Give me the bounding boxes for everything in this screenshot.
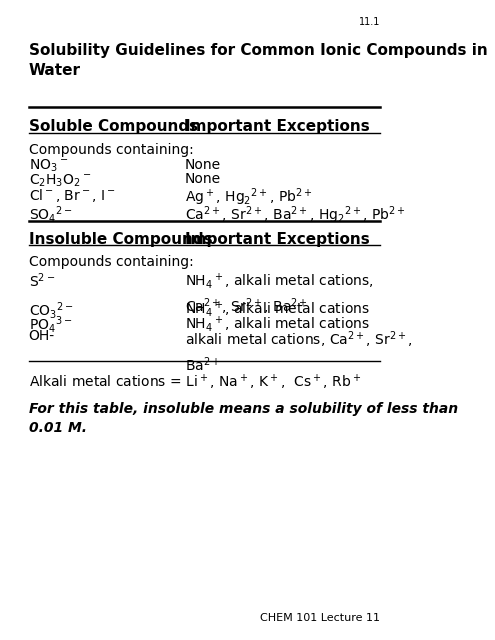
Text: Compounds containing:: Compounds containing: xyxy=(29,255,194,269)
Text: Important Exceptions: Important Exceptions xyxy=(185,119,370,134)
Text: None: None xyxy=(185,172,221,186)
Text: Solubility Guidelines for Common Ionic Compounds in
Water: Solubility Guidelines for Common Ionic C… xyxy=(29,43,488,77)
Text: Ca$^{2+}$, Sr$^{2+}$, Ba$^{2+}$, Hg$_2$$^{2+}$, Pb$^{2+}$: Ca$^{2+}$, Sr$^{2+}$, Ba$^{2+}$, Hg$_2$$… xyxy=(185,204,406,226)
Text: NH$_4$$^+$, alkali metal cations: NH$_4$$^+$, alkali metal cations xyxy=(185,314,370,334)
Text: Important Exceptions: Important Exceptions xyxy=(185,232,370,247)
Text: Alkali metal cations = Li$^+$, Na$^+$, K$^+$,  Cs$^+$, Rb$^+$: Alkali metal cations = Li$^+$, Na$^+$, K… xyxy=(29,372,361,392)
Text: Compounds containing:: Compounds containing: xyxy=(29,143,194,157)
Text: Soluble Compounds: Soluble Compounds xyxy=(29,119,198,134)
Text: NH$_4$$^+$, alkali metal cations: NH$_4$$^+$, alkali metal cations xyxy=(185,300,370,319)
Text: Ag$^+$, Hg$_2$$^{2+}$, Pb$^{2+}$: Ag$^+$, Hg$_2$$^{2+}$, Pb$^{2+}$ xyxy=(185,187,312,209)
Text: PO$_4$$^{3-}$: PO$_4$$^{3-}$ xyxy=(29,314,72,335)
Text: None: None xyxy=(185,157,221,172)
Text: C$_2$H$_3$O$_2$$^-$: C$_2$H$_3$O$_2$$^-$ xyxy=(29,172,91,189)
Text: 11.1: 11.1 xyxy=(358,17,380,28)
Text: CO$_3$$^{2-}$: CO$_3$$^{2-}$ xyxy=(29,300,73,321)
Text: alkali metal cations, Ca$^{2+}$, Sr$^{2+}$,
Ba$^{2+}$: alkali metal cations, Ca$^{2+}$, Sr$^{2+… xyxy=(185,329,413,374)
Text: Insoluble Compounds: Insoluble Compounds xyxy=(29,232,212,247)
Text: CHEM 101 Lecture 11: CHEM 101 Lecture 11 xyxy=(260,612,380,623)
Text: SO$_4$$^{2-}$: SO$_4$$^{2-}$ xyxy=(29,204,72,225)
Text: Cl$^-$, Br$^-$, I$^-$: Cl$^-$, Br$^-$, I$^-$ xyxy=(29,187,115,204)
Text: OH-: OH- xyxy=(29,329,55,343)
Text: NO$_3$$^-$: NO$_3$$^-$ xyxy=(29,157,68,174)
Text: S$^{2-}$: S$^{2-}$ xyxy=(29,271,55,289)
Text: NH$_4$$^+$, alkali metal cations,
Ca$^{2+}$, Sr$^{2+}$, Ba$^{2+}$: NH$_4$$^+$, alkali metal cations, Ca$^{2… xyxy=(185,271,373,317)
Text: For this table, insoluble means a solubility of less than
0.01 M.: For this table, insoluble means a solubi… xyxy=(29,401,458,435)
